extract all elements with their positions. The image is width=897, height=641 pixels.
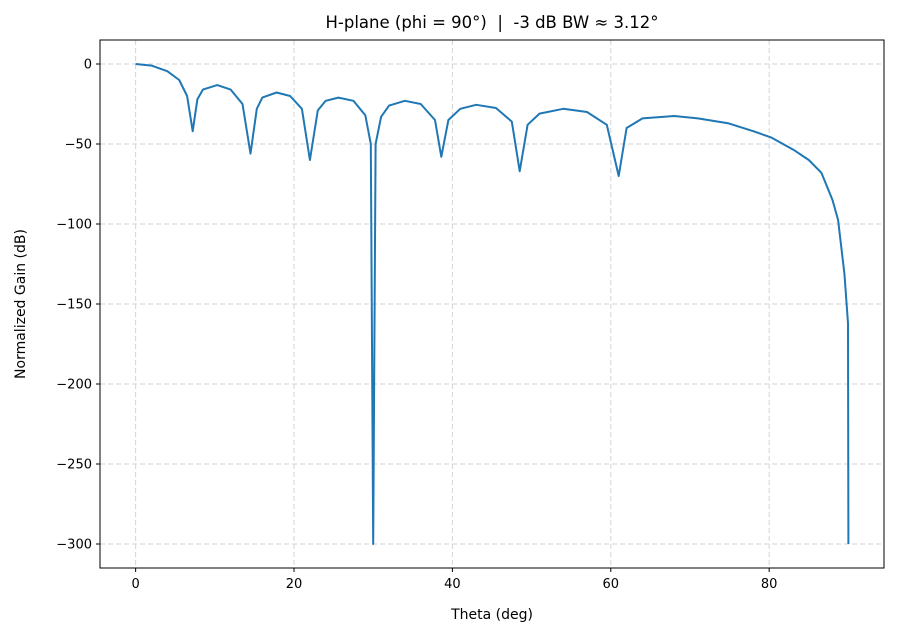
grid <box>100 40 884 568</box>
x-tick-label: 0 <box>131 577 139 592</box>
y-tick-label: −150 <box>56 298 92 313</box>
y-tick-label: −250 <box>56 458 92 473</box>
x-tick-label: 60 <box>603 577 620 592</box>
ticks: 0 20 40 60 80 0 −50 −100 −150 −200 −250 −300 <box>56 58 777 593</box>
y-tick-label: −50 <box>65 138 92 153</box>
y-tick-label: −100 <box>56 218 92 233</box>
series-line <box>135 63 850 545</box>
x-axis-label: Theta (deg) <box>450 607 533 623</box>
y-tick-label: −300 <box>56 538 92 553</box>
x-tick-label: 80 <box>761 577 778 592</box>
y-tick-label: 0 <box>84 58 92 73</box>
chart-title: H-plane (phi = 90°) | -3 dB BW ≈ 3.12° <box>326 13 659 32</box>
x-tick-label: 20 <box>286 577 303 592</box>
y-axis-label: Normalized Gain (dB) <box>13 229 29 379</box>
y-tick-label: −200 <box>56 378 92 393</box>
x-tick-label: 40 <box>444 577 461 592</box>
